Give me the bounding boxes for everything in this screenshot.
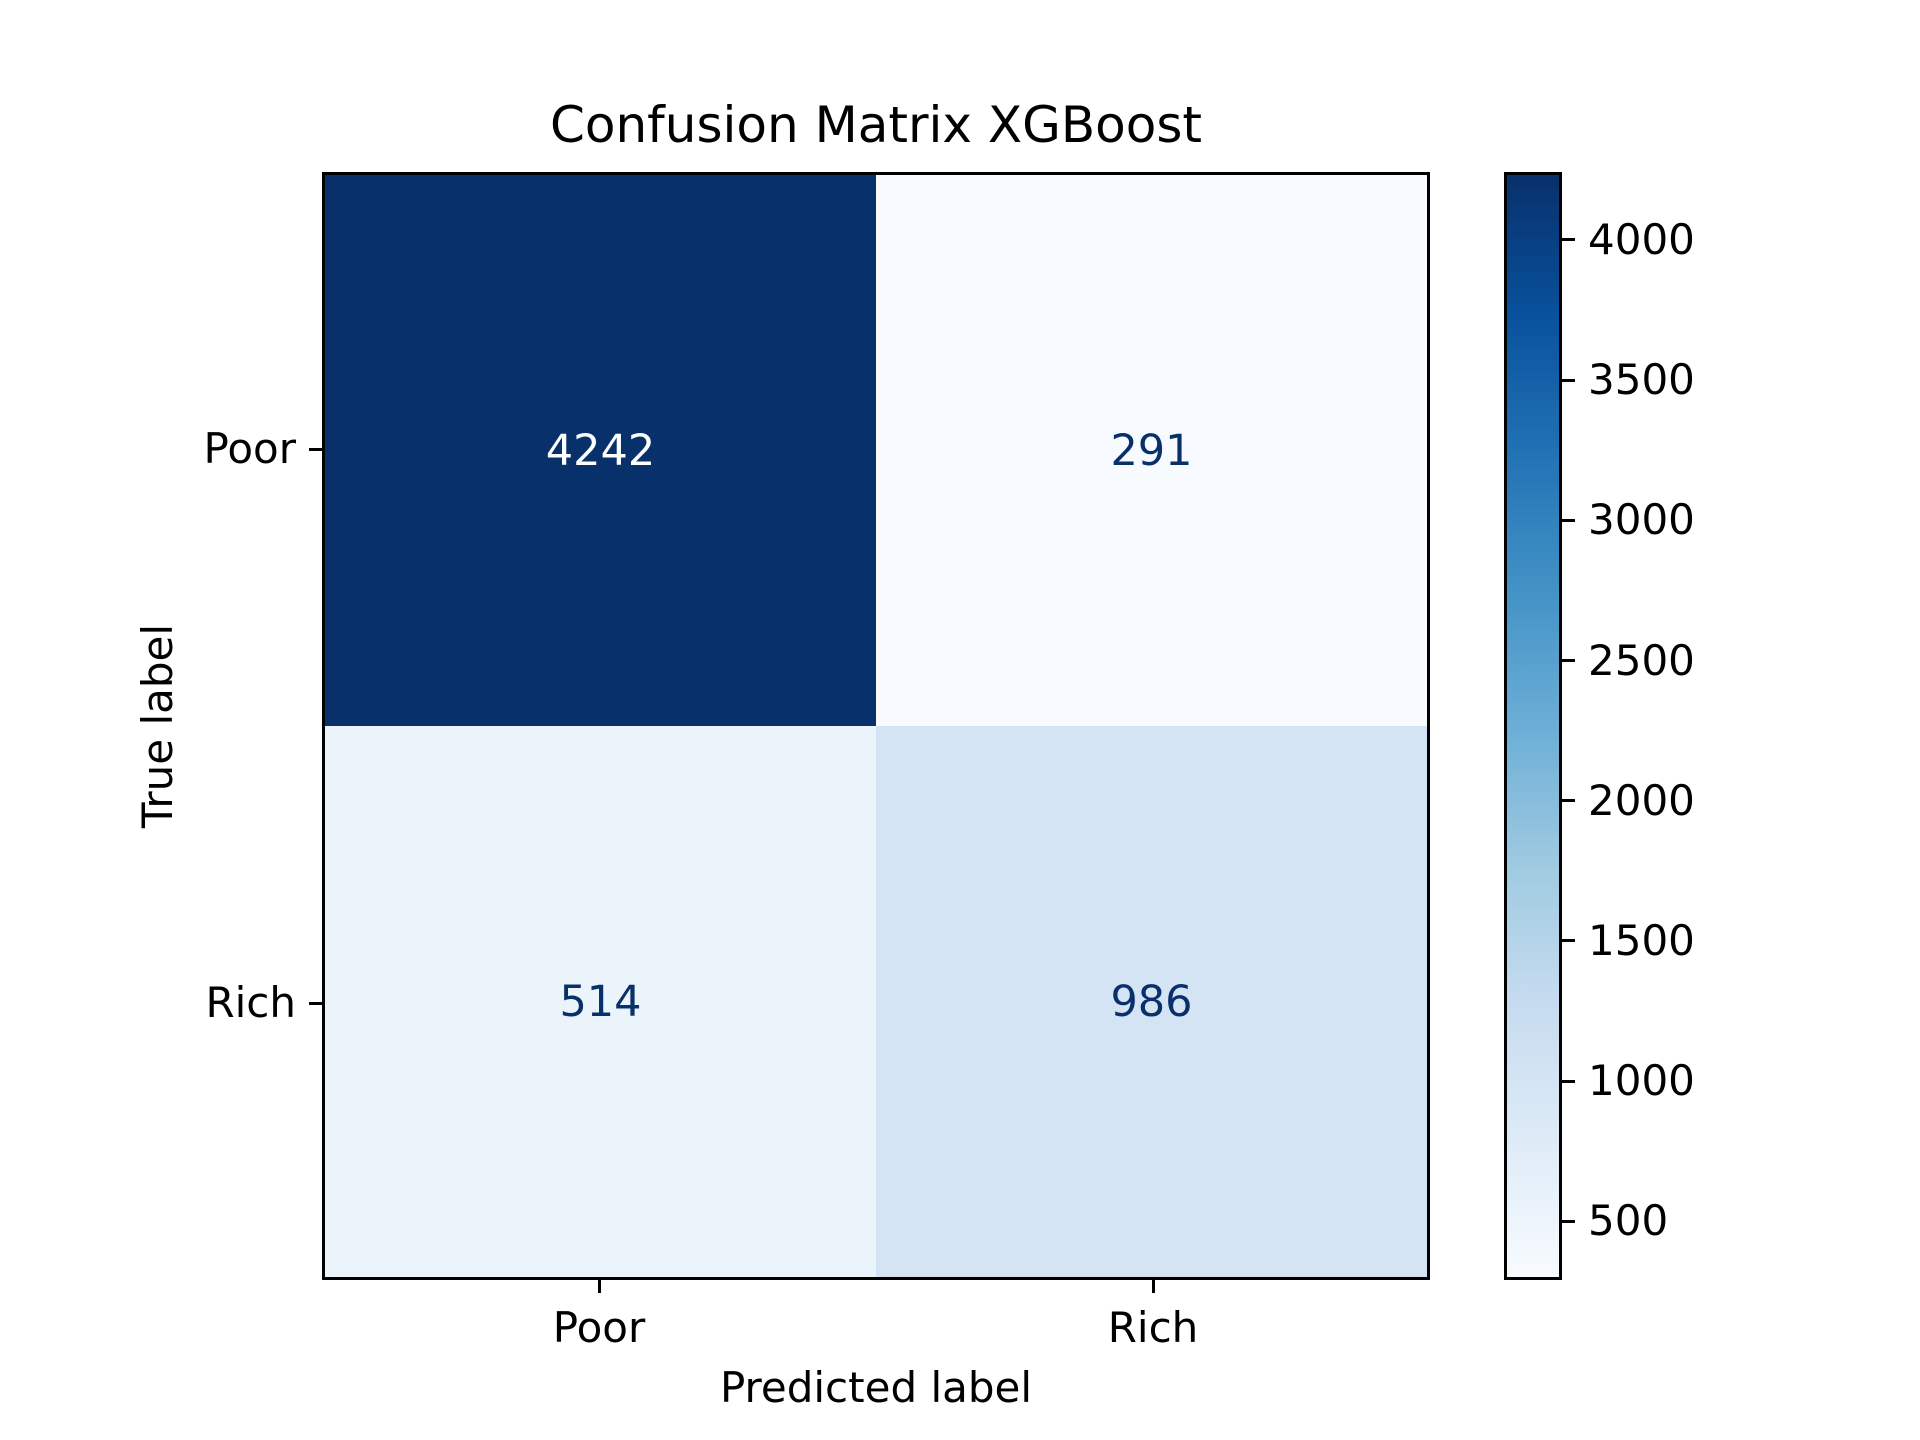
colorbar-tick-mark xyxy=(1562,939,1575,943)
colorbar-tick-mark xyxy=(1562,518,1575,522)
colorbar-tick-label: 2500 xyxy=(1588,635,1695,685)
colorbar-tick-label: 1500 xyxy=(1588,915,1695,965)
colorbar-tick-label: 2000 xyxy=(1588,775,1695,825)
y-tick-label: Poor xyxy=(203,424,297,473)
colorbar-tick-label: 3000 xyxy=(1588,495,1695,545)
colorbar-tick-mark xyxy=(1562,1219,1575,1223)
colorbar-tick-mark xyxy=(1562,238,1575,242)
heatmap-cell-poor-poor: 4242 xyxy=(325,175,876,726)
x-tick-mark xyxy=(597,1280,601,1293)
heatmap-grid: 4242 291 514 986 xyxy=(322,172,1430,1280)
y-tick-mark xyxy=(309,1001,322,1005)
colorbar-tick-mark xyxy=(1562,378,1575,382)
colorbar-tick-label: 1000 xyxy=(1588,1056,1695,1106)
x-tick-mark xyxy=(1151,1280,1155,1293)
y-tick-mark xyxy=(309,447,322,451)
colorbar-tick-mark xyxy=(1562,1079,1575,1083)
colorbar xyxy=(1504,172,1562,1280)
colorbar-tick-label: 500 xyxy=(1588,1196,1669,1246)
x-tick-label: Poor xyxy=(552,1303,646,1352)
heatmap-cell-rich-poor: 514 xyxy=(325,726,876,1277)
heatmap-cell-poor-rich: 291 xyxy=(876,175,1427,726)
x-tick-label: Rich xyxy=(1107,1303,1199,1352)
y-tick-label: Rich xyxy=(205,978,296,1027)
y-axis-label: True label xyxy=(133,623,182,829)
chart-title: Confusion Matrix XGBoost xyxy=(549,96,1203,154)
heatmap-cell-rich-rich: 986 xyxy=(876,726,1427,1277)
colorbar-tick-mark xyxy=(1562,799,1575,803)
colorbar-tick-mark xyxy=(1562,659,1575,663)
x-axis-label: Predicted label xyxy=(719,1363,1033,1412)
colorbar-tick-label: 4000 xyxy=(1588,214,1695,264)
colorbar-tick-label: 3500 xyxy=(1588,355,1695,405)
